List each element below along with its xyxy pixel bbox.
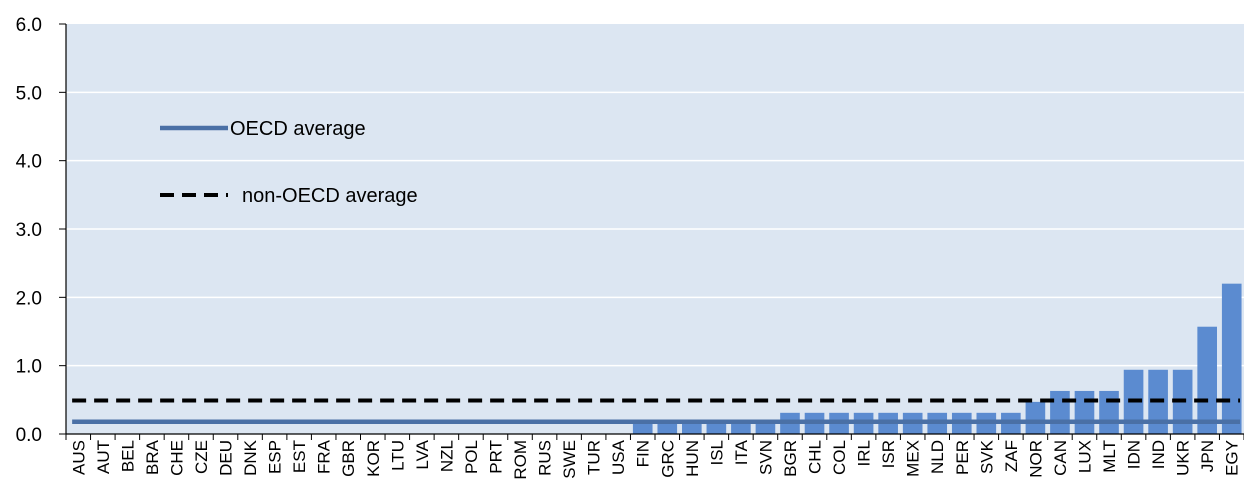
- x-tick-label-kor: KOR: [364, 440, 383, 477]
- x-tick-label-prt: PRT: [486, 440, 505, 474]
- x-tick-label-col: COL: [830, 440, 849, 475]
- x-tick-label-bra: BRA: [143, 439, 162, 475]
- x-tick-label-tur: TUR: [585, 440, 604, 475]
- x-tick-label-est: EST: [290, 440, 309, 473]
- y-tick-label: 4.0: [16, 152, 42, 173]
- y-tick-label: 3.0: [16, 220, 42, 241]
- x-tick-label-rus: RUS: [536, 440, 555, 476]
- x-tick-label-fra: FRA: [315, 439, 334, 474]
- x-tick-label-nor: NOR: [1026, 440, 1045, 478]
- x-tick-label-ltu: LTU: [388, 440, 407, 471]
- x-tick-label-nld: NLD: [928, 440, 947, 474]
- x-tick-label-irl: IRL: [855, 440, 874, 466]
- x-tick-label-per: PER: [953, 440, 972, 475]
- x-tick-label-dnk: DNK: [241, 439, 260, 476]
- x-tick-label-gbr: GBR: [339, 440, 358, 477]
- bar-svn: [755, 423, 776, 434]
- x-tick-label-ukr: UKR: [1174, 440, 1193, 476]
- x-tick-label-aut: AUT: [94, 440, 113, 474]
- bar-fin: [632, 423, 653, 434]
- x-tick-label-can: CAN: [1051, 440, 1070, 476]
- x-tick-label-isl: ISL: [707, 440, 726, 466]
- x-tick-label-mlt: MLT: [1100, 440, 1119, 473]
- bar-can: [1050, 390, 1070, 434]
- x-tick-label-rom: ROM: [511, 440, 530, 480]
- x-tick-label-swe: SWE: [560, 440, 579, 479]
- x-tick-label-jpn: JPN: [1198, 440, 1217, 472]
- x-tick-label-chl: CHL: [806, 440, 825, 474]
- x-tick-label-che: CHE: [167, 440, 186, 476]
- bar-hun: [681, 423, 702, 434]
- x-tick-label-mex: MEX: [904, 440, 923, 477]
- gridlines: [66, 91, 1244, 367]
- x-tick-label-grc: GRC: [658, 440, 677, 478]
- x-tick-label-deu: DEU: [217, 440, 236, 476]
- y-tick-label: 0.0: [16, 425, 42, 446]
- x-tick-label-svn: SVN: [756, 440, 775, 475]
- x-tick-label-ind: IND: [1149, 440, 1168, 469]
- bar-mlt: [1099, 390, 1119, 434]
- bar-nor: [1025, 401, 1046, 434]
- x-tick-label-cze: CZE: [192, 440, 211, 474]
- x-tick-label-bgr: BGR: [781, 440, 800, 477]
- bar-lux: [1074, 390, 1095, 434]
- x-tick-label-idn: IDN: [1125, 440, 1144, 469]
- x-tick-label-aus: AUS: [69, 440, 88, 475]
- x-tick-label-hun: HUN: [683, 440, 702, 477]
- legend-label-non-oecd-average: non-OECD average: [242, 185, 418, 207]
- x-tick-label-esp: ESP: [266, 440, 285, 474]
- x-tick-label-lva: LVA: [413, 439, 432, 469]
- y-tick-label: 6.0: [16, 15, 42, 36]
- x-tick-label-zaf: ZAF: [1002, 440, 1021, 472]
- x-tick-label-bel: BEL: [118, 440, 137, 472]
- x-tick-label-egy: EGY: [1223, 440, 1242, 476]
- reference-lines: [72, 398, 1240, 424]
- x-tick-label-usa: USA: [609, 439, 628, 475]
- bar-isl: [706, 423, 727, 434]
- y-axis-ticks: 0.0 1.0 2.0 3.0 4.0 5.0 6.0: [16, 15, 66, 446]
- bar-jpn: [1197, 326, 1218, 434]
- bar-grc: [657, 423, 678, 434]
- legend-label-oecd-average: OECD average: [230, 118, 366, 140]
- x-tick-label-pol: POL: [462, 440, 481, 474]
- x-tick-label-fin: FIN: [634, 440, 653, 467]
- y-tick-label: 5.0: [16, 83, 42, 104]
- y-tick-label: 2.0: [16, 288, 42, 309]
- bar-egy: [1221, 283, 1242, 434]
- x-tick-label-lux: LUX: [1075, 440, 1094, 473]
- x-tick-label-svk: SVK: [977, 439, 996, 474]
- legend: OECD average non-OECD average: [160, 118, 418, 207]
- x-tick-label-isr: ISR: [879, 440, 898, 468]
- y-tick-label: 1.0: [16, 357, 42, 378]
- x-tick-label-ita: ITA: [732, 439, 751, 465]
- bar-ita: [731, 423, 751, 434]
- x-tick-label-nzl: NZL: [437, 440, 456, 472]
- x-axis-ticks: AUS AUT BEL BRA CHE CZE DEU DNK ESP EST FRA GBR KOR L…: [65, 434, 1244, 480]
- bars: [632, 283, 1242, 434]
